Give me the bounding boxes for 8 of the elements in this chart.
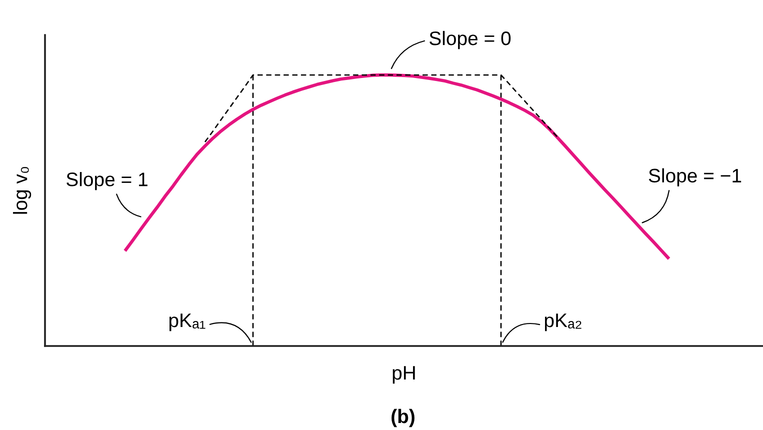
annotation: pKₐ₁	[169, 314, 206, 332]
text: (b)	[392, 408, 414, 428]
annotation: pKₐ₂	[544, 314, 582, 332]
annotation: Slope = 1	[66, 172, 148, 190]
x-axis-title: pH	[392, 366, 415, 384]
text: Slope = 0	[430, 30, 511, 50]
annotation: Slope = −1	[648, 168, 742, 186]
y-axis-title: log v₀	[12, 166, 32, 214]
